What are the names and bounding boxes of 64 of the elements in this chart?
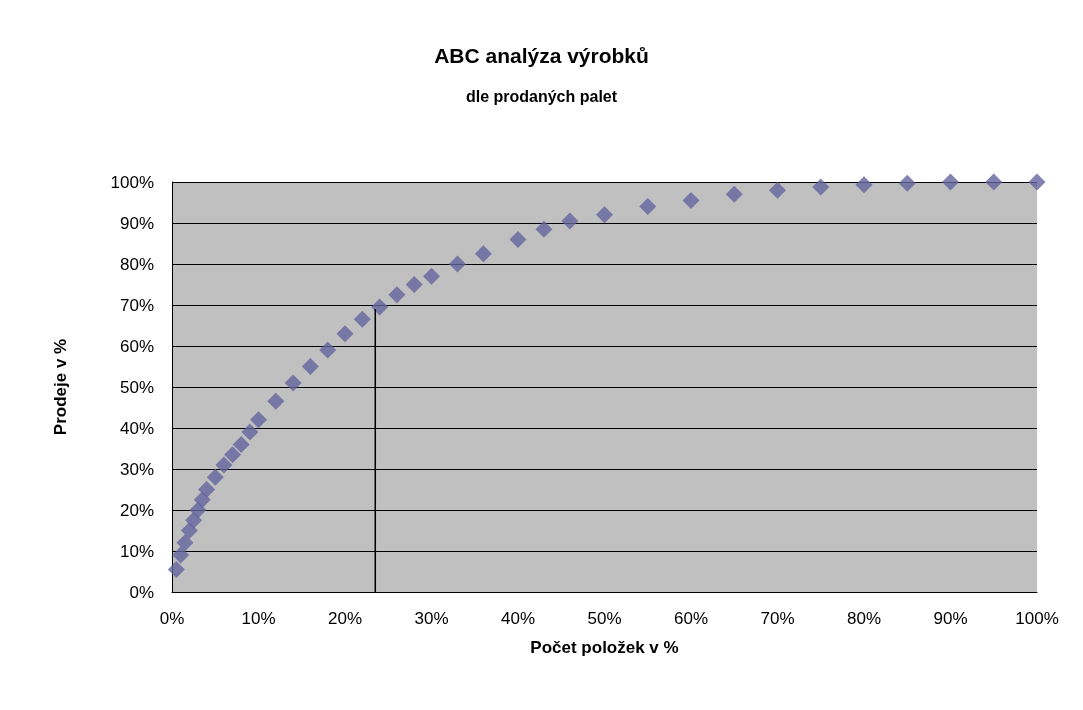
x-tick-label: 0% xyxy=(159,609,185,628)
point xyxy=(301,358,319,375)
point xyxy=(769,181,786,199)
point xyxy=(250,411,267,429)
point xyxy=(206,468,224,486)
point xyxy=(448,255,466,273)
chart-subtitle: dle prodaných palet xyxy=(465,87,618,105)
point xyxy=(535,220,553,238)
y-tick-label: 0% xyxy=(129,582,154,602)
point xyxy=(215,456,233,474)
point xyxy=(353,310,371,328)
y-tick-label: 40% xyxy=(119,418,154,438)
y-tick-label: 10% xyxy=(119,541,154,561)
point xyxy=(898,174,916,192)
point xyxy=(198,481,216,498)
y-tick-label: 80% xyxy=(119,254,154,274)
x-tick-label: 60% xyxy=(673,609,709,628)
point xyxy=(167,560,185,578)
y-tick-label: 20% xyxy=(119,500,154,520)
x-tick-label: 30% xyxy=(414,609,449,628)
point xyxy=(985,173,1003,191)
x-tick-label: 100% xyxy=(1015,609,1059,628)
point xyxy=(855,176,873,194)
point xyxy=(185,511,203,529)
point xyxy=(405,276,423,293)
point xyxy=(284,374,302,392)
point xyxy=(371,298,389,316)
point xyxy=(596,206,613,224)
point xyxy=(176,534,194,552)
x-tick-label: 40% xyxy=(500,609,536,628)
point xyxy=(812,178,830,196)
point xyxy=(336,325,354,343)
point xyxy=(189,501,207,519)
point xyxy=(172,546,190,564)
point xyxy=(561,212,579,230)
y-tick-label: 90% xyxy=(119,213,154,233)
point xyxy=(232,435,250,453)
x-tick-label: 20% xyxy=(327,609,363,628)
point xyxy=(474,245,492,263)
point xyxy=(241,423,259,441)
point xyxy=(1028,173,1046,191)
point xyxy=(319,341,337,359)
point xyxy=(725,185,743,203)
y-tick-label: 100% xyxy=(110,172,154,192)
point xyxy=(639,198,657,216)
x-tick-label: 70% xyxy=(760,609,795,628)
point xyxy=(423,267,440,285)
point xyxy=(682,191,700,209)
point xyxy=(942,173,959,191)
x-tick-label: 10% xyxy=(241,609,276,628)
y-tick-label: 60% xyxy=(119,336,154,356)
point xyxy=(224,446,242,464)
x-axis-title: Počet položek v % xyxy=(530,638,679,657)
x-tick-label: 90% xyxy=(933,609,968,628)
x-tick-label: 80% xyxy=(846,609,882,628)
y-tick-label: 50% xyxy=(119,377,154,397)
y-axis-title: Prodeje v % xyxy=(51,338,70,436)
x-tick-label: 50% xyxy=(587,609,622,628)
point xyxy=(509,230,527,248)
y-tick-label: 70% xyxy=(119,295,154,315)
point xyxy=(388,286,406,304)
y-tick-label: 30% xyxy=(119,459,154,479)
point xyxy=(267,392,285,410)
chart-title: ABC analýza výrobků xyxy=(434,44,649,67)
